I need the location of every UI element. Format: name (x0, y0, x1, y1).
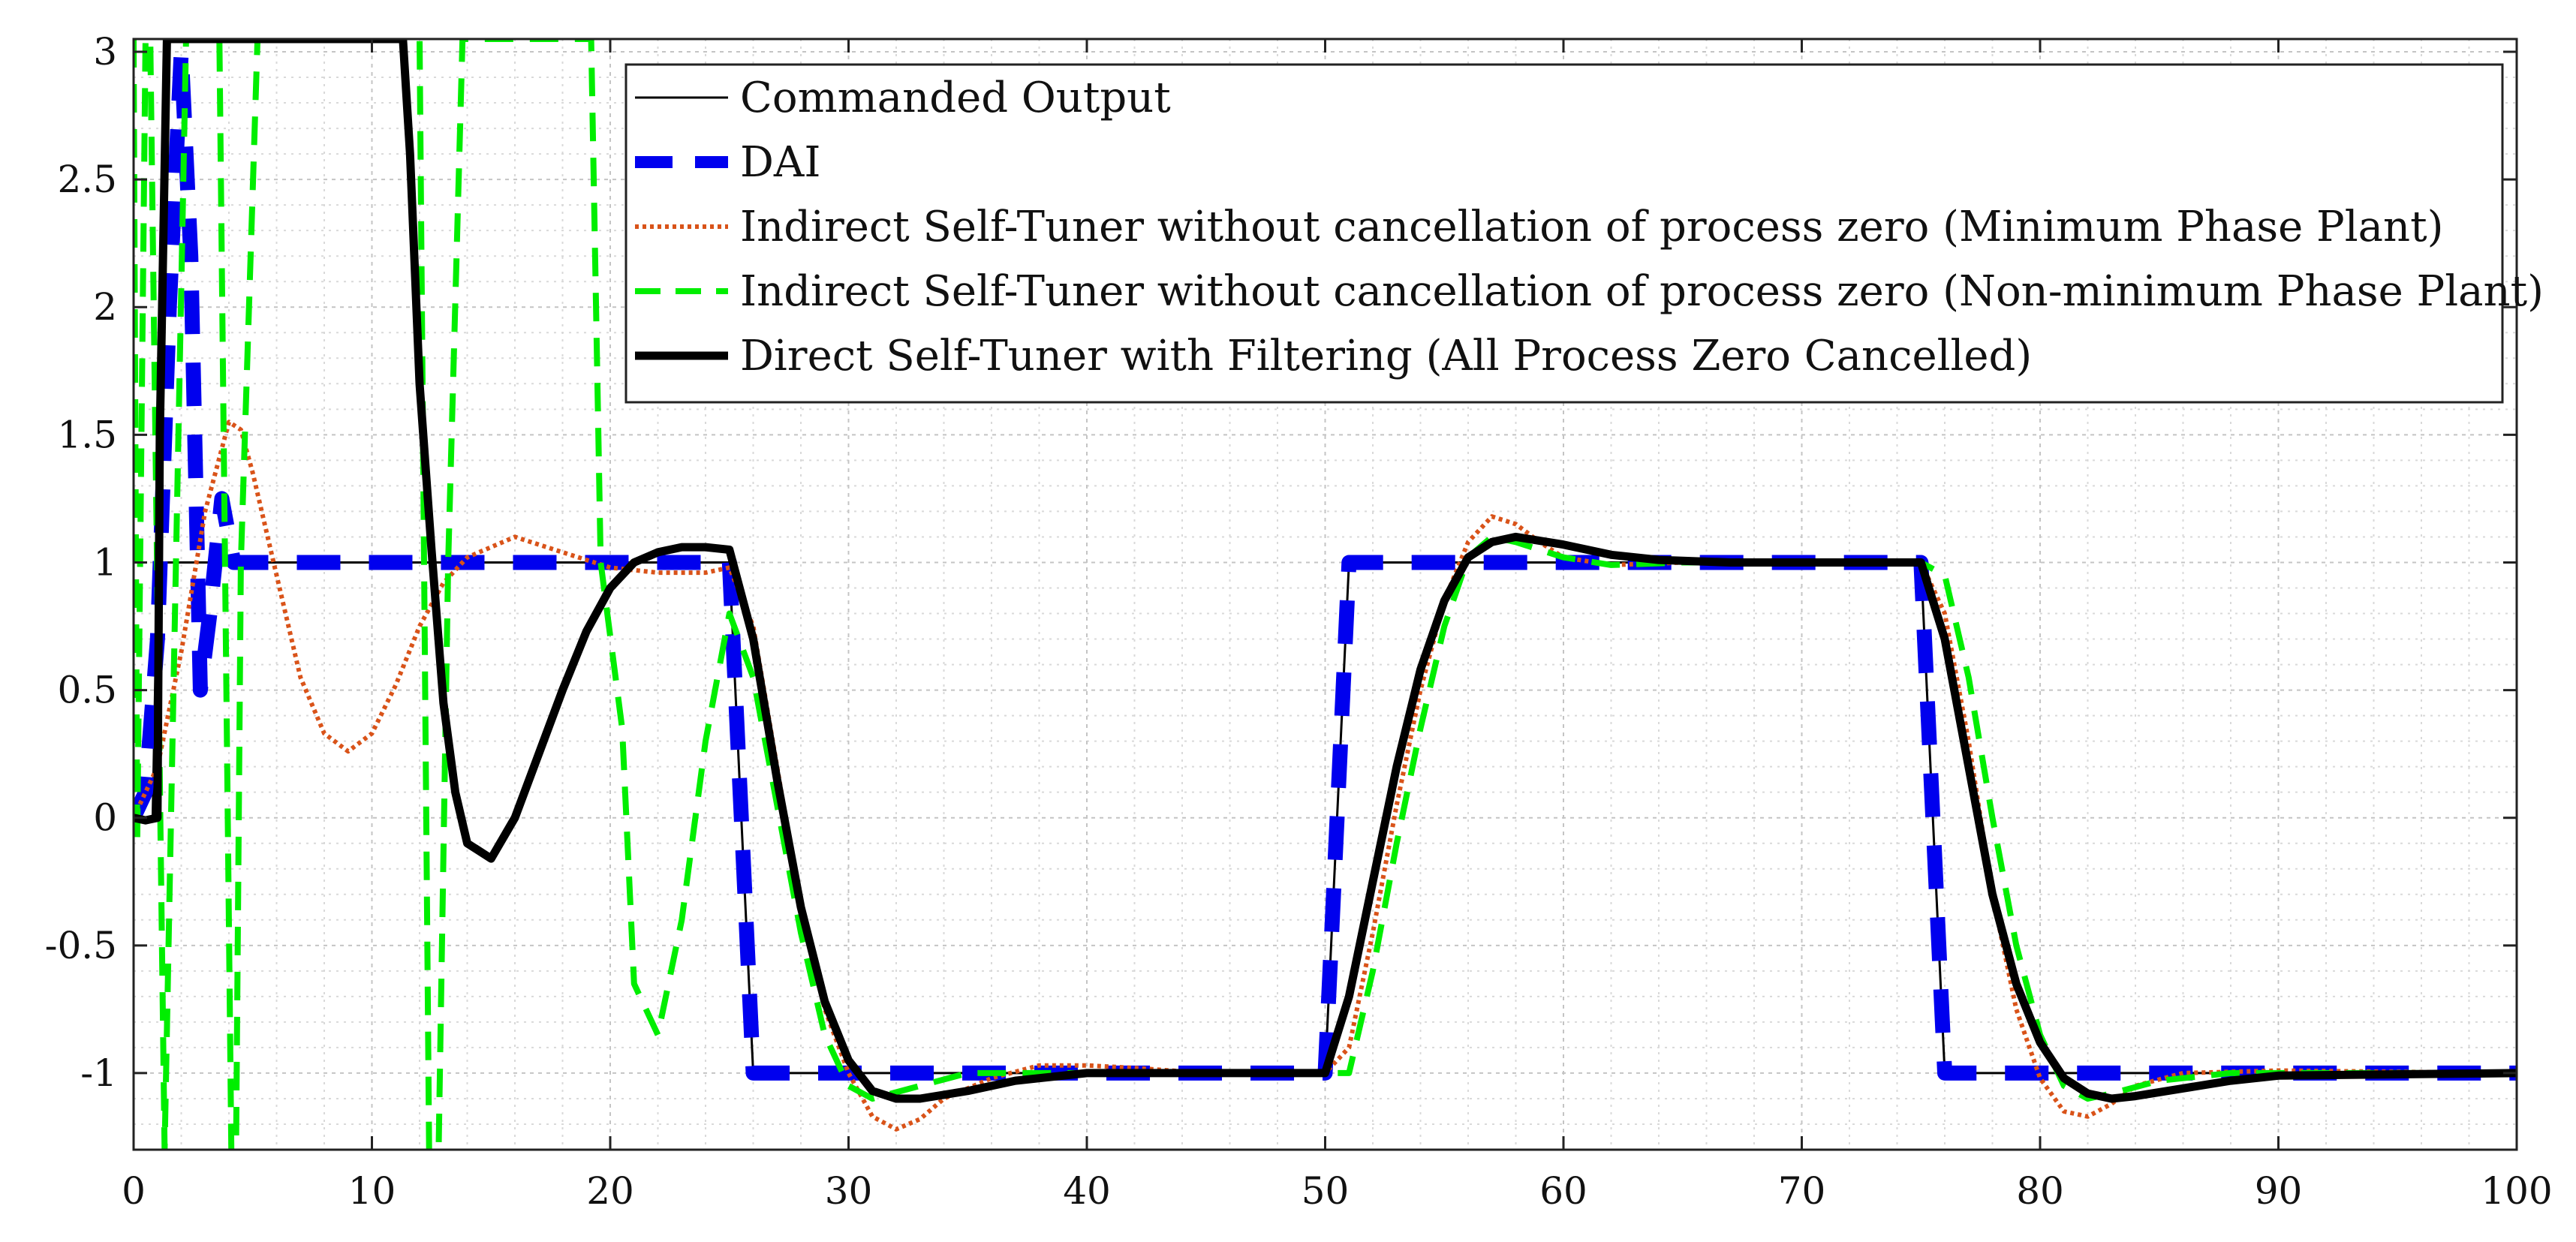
x-tick-label: 40 (1063, 1169, 1111, 1213)
y-tick-label: 1.5 (57, 413, 117, 456)
legend-box (624, 63, 2504, 404)
x-tick-label: 50 (1302, 1169, 1350, 1213)
series-line-5 (134, 39, 2517, 1103)
y-tick-label: 2 (93, 285, 117, 329)
series-line-2 (134, 44, 2517, 1081)
x-tick-label: 0 (122, 1169, 146, 1213)
x-tick-label: 30 (825, 1169, 873, 1213)
y-tick-label: 2.5 (57, 158, 117, 201)
y-tick-label: 0 (93, 796, 117, 840)
series-line-4 (134, 39, 2517, 1150)
x-tick-label: 10 (348, 1169, 396, 1213)
legend-label-4: Indirect Self-Tuner without cancellation… (740, 267, 2544, 316)
grid (133, 39, 2517, 1150)
y-tick-label: 3 (93, 30, 117, 74)
y-tick-label: -1 (80, 1051, 117, 1095)
x-tick-label: 60 (1539, 1169, 1587, 1213)
x-tick-label: 90 (2255, 1169, 2303, 1213)
legend-label-3: Indirect Self-Tuner without cancellation… (740, 203, 2443, 251)
x-tick-label: 70 (1778, 1169, 1826, 1213)
series-layer (134, 39, 2517, 1150)
x-tick-label: 80 (2016, 1169, 2064, 1213)
y-tick-label: 0.5 (57, 669, 117, 712)
legend-label-5: Direct Self-Tuner with Filtering (All Pr… (740, 332, 2032, 380)
y-tick-label: 1 (93, 540, 117, 584)
axes: 0 10 20 30 40 50 60 70 80 90 100 -1 -0.5 0 0.5 1 1.5 2 2.5… (45, 30, 2553, 1213)
legend-label-2: DAI (740, 138, 820, 187)
y-tick-label: -0.5 (45, 924, 117, 967)
legend: Commanded Output DAI Indirect Self-Tuner w… (624, 63, 2544, 404)
x-tick-label: 20 (586, 1169, 634, 1213)
x-tick-label: 100 (2481, 1169, 2552, 1213)
legend-label-1: Commanded Output (740, 74, 1171, 122)
